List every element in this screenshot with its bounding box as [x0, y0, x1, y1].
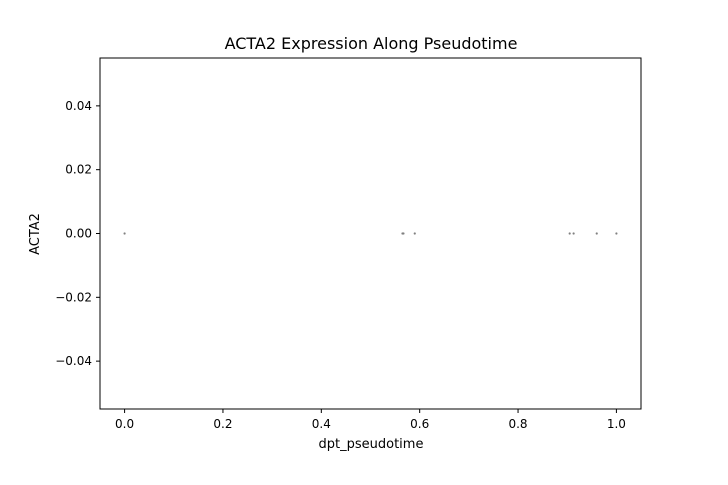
y-axis-label: ACTA2 [28, 213, 43, 255]
points-layer [123, 232, 618, 235]
x-tick-label: 0.0 [115, 417, 134, 431]
x-tick-label: 0.2 [213, 417, 232, 431]
y-axis-ticks: 0.04 0.02 0.00 −0.02 −0.04 [55, 99, 100, 368]
y-tick-label: 0.04 [65, 99, 92, 113]
y-tick-label: −0.02 [55, 290, 92, 304]
data-point [123, 232, 126, 235]
x-tick-label: 1.0 [607, 417, 626, 431]
data-point [615, 232, 618, 235]
chart-title: ACTA2 Expression Along Pseudotime [225, 34, 518, 53]
x-tick-label: 0.8 [508, 417, 527, 431]
x-axis-ticks: 0.0 0.2 0.4 0.6 0.8 1.0 [115, 409, 626, 431]
data-point [572, 232, 575, 235]
data-point [413, 232, 416, 235]
plot-frame [99, 57, 642, 410]
y-tick-label: 0.00 [65, 227, 92, 241]
y-tick-label: −0.04 [55, 354, 92, 368]
x-axis-label: dpt_pseudotime [319, 437, 424, 452]
x-tick-label: 0.6 [410, 417, 429, 431]
data-point [568, 232, 571, 235]
y-tick-label: 0.02 [65, 163, 92, 177]
x-tick-label: 0.4 [312, 417, 331, 431]
data-point [595, 232, 598, 235]
data-point [402, 232, 405, 235]
